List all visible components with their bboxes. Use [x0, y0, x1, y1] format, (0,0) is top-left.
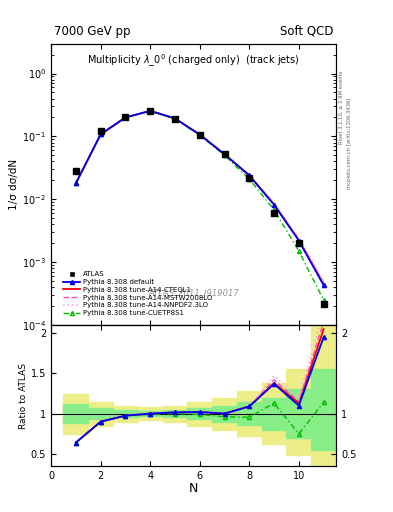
Pythia 8.308 tune-CUETP8S1 [321, 297, 326, 303]
Text: mcplots.cern.ch [arXiv:1306.3436]: mcplots.cern.ch [arXiv:1306.3436] [347, 98, 352, 189]
Pythia 8.308 tune-A14-MSTW2008LO [321, 280, 326, 286]
Pythia 8.308 tune-A14-CTEQL1 [222, 151, 227, 157]
Pythia 8.308 tune-A14-CTEQL1 [296, 237, 301, 243]
Pythia 8.308 tune-CUETP8S1 [173, 116, 177, 122]
Pythia 8.308 tune-A14-NNPDF2.3LO [98, 131, 103, 137]
Pythia 8.308 default [272, 202, 276, 208]
Pythia 8.308 default [222, 151, 227, 157]
Pythia 8.308 tune-A14-MSTW2008LO [296, 237, 301, 243]
Pythia 8.308 default [73, 180, 78, 186]
Pythia 8.308 tune-A14-CTEQL1 [148, 108, 152, 114]
Pythia 8.308 default [173, 115, 177, 121]
Pythia 8.308 tune-A14-CTEQL1 [123, 114, 128, 120]
Pythia 8.308 tune-A14-MSTW2008LO [247, 173, 252, 179]
Pythia 8.308 tune-A14-NNPDF2.3LO [247, 173, 252, 179]
Line: Pythia 8.308 tune-A14-NNPDF2.3LO: Pythia 8.308 tune-A14-NNPDF2.3LO [76, 111, 323, 281]
Pythia 8.308 default [123, 114, 128, 120]
ATLAS [247, 175, 252, 181]
Pythia 8.308 default [296, 238, 301, 244]
ATLAS [321, 301, 326, 307]
Pythia 8.308 tune-CUETP8S1 [98, 131, 103, 137]
ATLAS [197, 132, 202, 138]
ATLAS [98, 129, 103, 135]
Line: Pythia 8.308 tune-A14-MSTW2008LO: Pythia 8.308 tune-A14-MSTW2008LO [76, 111, 323, 283]
Text: Rivet 3.1.10, ≥ 2.9M events: Rivet 3.1.10, ≥ 2.9M events [339, 71, 344, 144]
Pythia 8.308 default [98, 131, 103, 137]
Pythia 8.308 tune-CUETP8S1 [123, 114, 128, 120]
Pythia 8.308 tune-A14-NNPDF2.3LO [222, 151, 227, 157]
Pythia 8.308 tune-A14-CTEQL1 [98, 131, 103, 137]
Pythia 8.308 tune-CUETP8S1 [148, 108, 152, 114]
Pythia 8.308 tune-A14-NNPDF2.3LO [321, 278, 326, 284]
Pythia 8.308 tune-CUETP8S1 [197, 132, 202, 138]
Line: Pythia 8.308 default: Pythia 8.308 default [74, 109, 326, 287]
Pythia 8.308 tune-A14-NNPDF2.3LO [73, 180, 78, 186]
ATLAS [73, 168, 78, 174]
Pythia 8.308 tune-A14-NNPDF2.3LO [296, 235, 301, 241]
Pythia 8.308 tune-A14-MSTW2008LO [173, 115, 177, 121]
Pythia 8.308 tune-A14-MSTW2008LO [123, 114, 128, 120]
Pythia 8.308 tune-A14-CTEQL1 [173, 115, 177, 121]
Pythia 8.308 tune-A14-CTEQL1 [272, 201, 276, 207]
ATLAS [123, 114, 128, 120]
Pythia 8.308 tune-A14-MSTW2008LO [148, 108, 152, 114]
Pythia 8.308 tune-A14-MSTW2008LO [98, 131, 103, 137]
Pythia 8.308 tune-A14-CTEQL1 [247, 173, 252, 179]
Pythia 8.308 tune-A14-CTEQL1 [197, 132, 202, 138]
Pythia 8.308 default [321, 282, 326, 288]
Line: ATLAS: ATLAS [73, 108, 327, 306]
Pythia 8.308 tune-CUETP8S1 [222, 152, 227, 158]
Pythia 8.308 tune-A14-MSTW2008LO [222, 151, 227, 157]
ATLAS [272, 210, 276, 217]
Pythia 8.308 tune-A14-CTEQL1 [321, 281, 326, 287]
Pythia 8.308 tune-A14-NNPDF2.3LO [272, 200, 276, 206]
Pythia 8.308 default [197, 132, 202, 138]
Text: ATLAS_2011_I919017: ATLAS_2011_I919017 [148, 288, 239, 297]
X-axis label: N: N [189, 482, 198, 495]
Line: Pythia 8.308 tune-CUETP8S1: Pythia 8.308 tune-CUETP8S1 [74, 109, 326, 302]
Text: Soft QCD: Soft QCD [280, 25, 333, 38]
ATLAS [222, 151, 227, 157]
Pythia 8.308 tune-A14-NNPDF2.3LO [148, 108, 152, 114]
ATLAS [148, 108, 152, 114]
Y-axis label: Ratio to ATLAS: Ratio to ATLAS [19, 362, 28, 429]
Pythia 8.308 tune-CUETP8S1 [73, 180, 78, 186]
Pythia 8.308 tune-A14-CTEQL1 [73, 180, 78, 186]
Pythia 8.308 tune-A14-MSTW2008LO [73, 180, 78, 186]
ATLAS [296, 240, 301, 246]
Pythia 8.308 tune-CUETP8S1 [272, 207, 276, 213]
Pythia 8.308 tune-A14-NNPDF2.3LO [197, 132, 202, 138]
Pythia 8.308 tune-CUETP8S1 [247, 176, 252, 182]
Text: 7000 GeV pp: 7000 GeV pp [54, 25, 130, 38]
Pythia 8.308 tune-A14-NNPDF2.3LO [123, 114, 128, 120]
Text: Multiplicity $\lambda\_0^0$ (charged only)  (track jets): Multiplicity $\lambda\_0^0$ (charged onl… [87, 52, 300, 69]
Pythia 8.308 default [148, 108, 152, 114]
Pythia 8.308 tune-A14-MSTW2008LO [272, 201, 276, 207]
Legend: ATLAS, Pythia 8.308 default, Pythia 8.308 tune-A14-CTEQL1, Pythia 8.308 tune-A14: ATLAS, Pythia 8.308 default, Pythia 8.30… [60, 269, 215, 319]
Pythia 8.308 tune-A14-NNPDF2.3LO [173, 115, 177, 121]
Pythia 8.308 tune-CUETP8S1 [296, 248, 301, 254]
Pythia 8.308 tune-A14-MSTW2008LO [197, 132, 202, 138]
Line: Pythia 8.308 tune-A14-CTEQL1: Pythia 8.308 tune-A14-CTEQL1 [76, 111, 323, 284]
Y-axis label: 1/σ dσ/dN: 1/σ dσ/dN [9, 159, 19, 210]
ATLAS [173, 116, 177, 122]
Pythia 8.308 default [247, 173, 252, 179]
